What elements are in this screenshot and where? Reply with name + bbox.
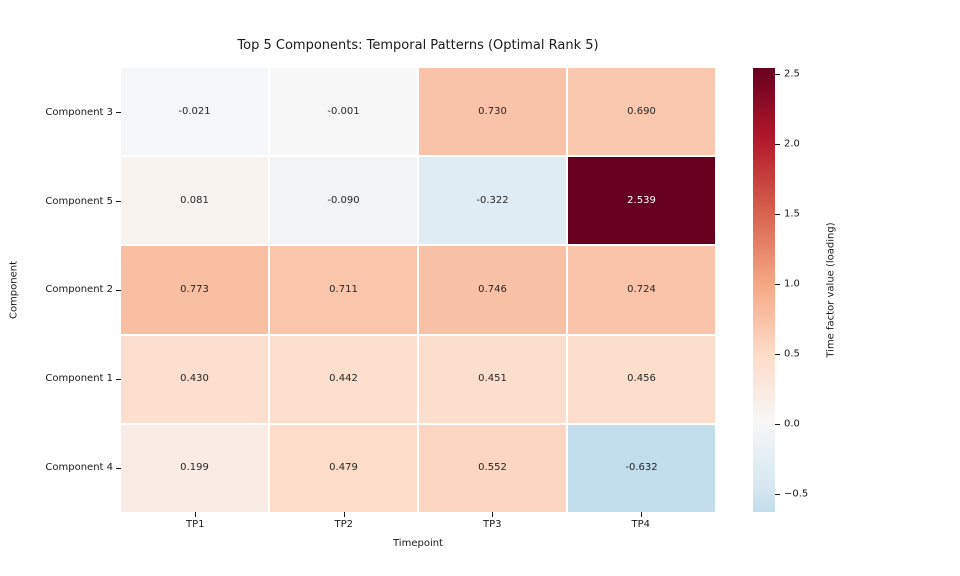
heatmap-cell: -0.322: [419, 157, 566, 245]
heatmap-cell: 2.539: [568, 157, 715, 245]
colorbar-tick-label: 2.0: [784, 138, 800, 149]
y-axis-tick: [116, 201, 121, 203]
row-label: Component 2: [45, 284, 113, 296]
colorbar-tick-label: −0.5: [784, 488, 809, 499]
x-axis-tick: [343, 512, 345, 517]
col-label: TP2: [334, 519, 353, 530]
row-label: Component 5: [45, 195, 113, 207]
colorbar-tick: [775, 283, 780, 285]
colorbar-tick-label: 0.5: [784, 348, 800, 359]
colorbar-tick-label: 1.5: [784, 208, 800, 219]
row-label: Component 1: [45, 373, 113, 385]
heatmap-cell: 0.730: [419, 68, 566, 156]
y-axis-tick: [116, 378, 121, 380]
colorbar-tick-label: 0.0: [784, 418, 800, 429]
heatmap-cell: 0.773: [121, 246, 268, 334]
heatmap-cell: -0.001: [270, 68, 417, 156]
heatmap-cell: 0.690: [568, 68, 715, 156]
y-axis-tick: [116, 290, 121, 291]
heatmap-cell: 0.430: [121, 335, 268, 423]
heatmap-cell: 0.081: [121, 157, 268, 245]
heatmap-cell: -0.090: [270, 157, 417, 245]
colorbar-tick: [775, 213, 780, 215]
x-axis-tick: [640, 512, 642, 517]
heatmap-cell: 0.552: [419, 424, 566, 512]
heatmap-cell: 0.711: [270, 246, 417, 334]
y-axis-label: Component: [8, 260, 20, 320]
colorbar-tick-label: 1.0: [784, 278, 800, 289]
heatmap-cell: 0.199: [121, 424, 268, 512]
y-axis-tick: [116, 112, 121, 114]
colorbar-label: Time factor value (loading): [825, 222, 837, 358]
y-axis-tick: [116, 467, 121, 469]
chart-title: Top 5 Components: Temporal Patterns (Opt…: [237, 38, 599, 53]
heatmap-grid: -0.021 -0.001 0.730 0.690 0.081 -0.090 -0.322 2…: [121, 68, 715, 512]
heatmap-cell: 0.724: [568, 246, 715, 334]
colorbar-tick: [775, 353, 780, 355]
heatmap-cell: 0.442: [270, 335, 417, 423]
heatmap-cell: 0.479: [270, 424, 417, 512]
heatmap-cell: 0.456: [568, 335, 715, 423]
colorbar-tick: [775, 73, 780, 75]
row-label: Component 4: [45, 462, 113, 474]
col-label: TP1: [185, 519, 205, 530]
x-axis-tick: [492, 512, 494, 517]
heatmap-cell: -0.632: [568, 424, 715, 512]
heatmap-cell: -0.021: [121, 68, 268, 156]
y-tick-labels: Component 3 Component 5 Component 2 Compone…: [0, 68, 113, 512]
colorbar-tick: [775, 493, 780, 495]
row-label: Component 3: [45, 106, 113, 118]
heatmap-cell: 0.451: [419, 335, 566, 423]
colorbar-tick: [775, 143, 780, 145]
col-label: TP3: [482, 519, 502, 530]
colorbar-gradient: [753, 68, 775, 512]
colorbar-tick-label: 2.5: [784, 68, 800, 79]
x-tick-labels: TP1 TP2 TP3 TP4: [121, 518, 715, 531]
colorbar-tick: [775, 423, 780, 425]
x-axis-label: Timepoint: [393, 538, 443, 549]
col-label: TP4: [631, 519, 650, 530]
heatmap-cell: 0.746: [419, 246, 566, 334]
x-axis-tick: [195, 512, 197, 517]
